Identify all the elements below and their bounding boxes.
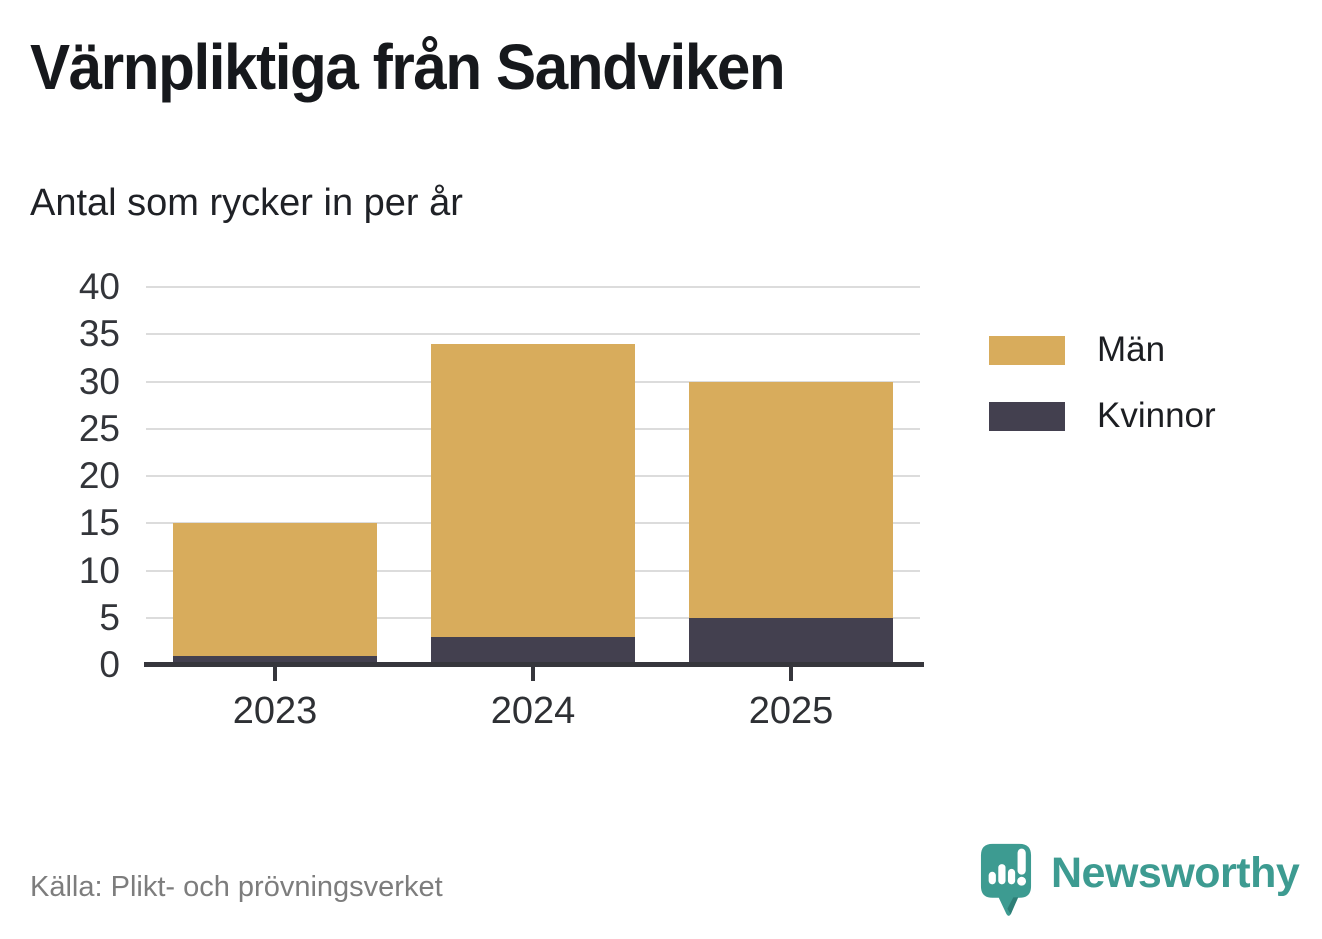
chart-title: Värnpliktiga från Sandviken [30, 31, 786, 103]
x-axis-tick [789, 667, 793, 681]
newsworthy-logo-icon [980, 843, 1032, 916]
y-axis-label: 10 [78, 549, 120, 591]
x-axis-tick [273, 667, 277, 681]
y-axis-label: 40 [78, 266, 120, 307]
legend-label: Män [1097, 330, 1166, 369]
source-attribution: Källa: Plikt- och prövningsverket [30, 871, 443, 903]
legend-item: Män [989, 330, 1216, 370]
y-axis-label: 35 [78, 313, 120, 355]
y-axis-label: 20 [78, 455, 120, 496]
newsworthy-brand: Newsworthy [977, 840, 1300, 919]
y-axis-label: 30 [78, 360, 120, 402]
y-axis-label: 5 [99, 596, 120, 638]
x-axis-line [144, 662, 924, 667]
y-axis-label: 15 [78, 502, 120, 544]
x-axis-label-2024: 2024 [490, 690, 576, 732]
gridline [146, 286, 920, 288]
legend-swatch-män [989, 335, 1065, 365]
bar-segment-kvinnor-2025 [689, 617, 893, 665]
y-axis-label: 25 [78, 407, 120, 449]
y-axis-label: 0 [99, 644, 120, 685]
bar-segment-kvinnor-2024 [431, 636, 635, 665]
chart-subtitle: Antal som rycker in per år [30, 182, 463, 224]
bar-segment-män-2023 [173, 523, 377, 656]
bar-segment-män-2025 [689, 381, 893, 618]
newsworthy-wordmark: Newsworthy [1051, 849, 1300, 897]
legend-swatch-kvinnor [989, 401, 1065, 431]
x-axis-tick [531, 667, 535, 681]
x-axis-label-2025: 2025 [748, 690, 834, 732]
bar-segment-män-2024 [431, 343, 635, 637]
bar-segment-kvinnor-2023 [173, 655, 377, 665]
legend-label: Kvinnor [1097, 396, 1216, 435]
x-axis-label-2023: 2023 [232, 690, 318, 732]
chart-legend: Män Kvinnor [989, 330, 1216, 462]
gridline [146, 333, 920, 336]
legend-item: Kvinnor [989, 396, 1216, 436]
